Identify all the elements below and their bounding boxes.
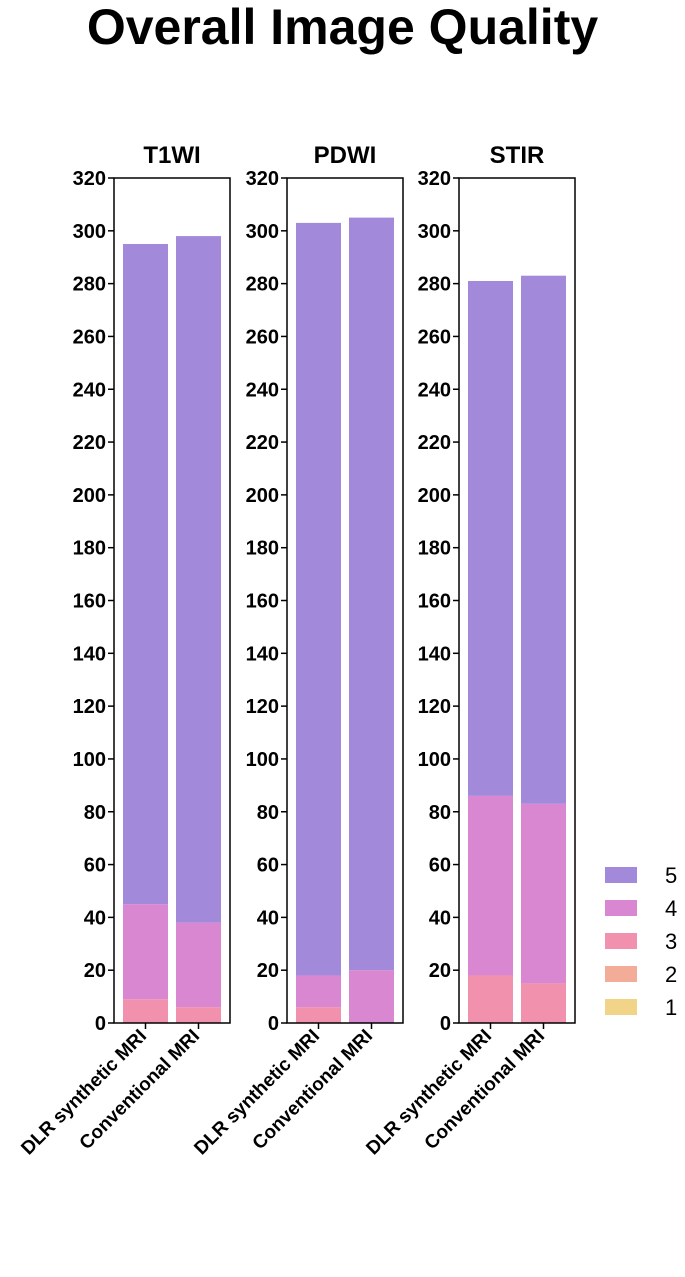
y-tick-label: 140 bbox=[73, 643, 106, 665]
legend-label-score-2: 2 bbox=[665, 962, 677, 987]
panel-frame bbox=[113, 177, 231, 1024]
panel-title-1: PDWI bbox=[314, 142, 377, 169]
y-tick-label: 260 bbox=[418, 326, 451, 348]
y-tick-label: 140 bbox=[246, 643, 279, 665]
y-tick-label: 40 bbox=[84, 907, 106, 929]
panel-title-0: T1WI bbox=[143, 142, 200, 169]
legend-swatch-score-2 bbox=[605, 966, 637, 982]
y-tick-label: 120 bbox=[246, 696, 279, 718]
bar-segment-score-4 bbox=[349, 970, 394, 1023]
bar-segment-score-3 bbox=[176, 1007, 221, 1023]
y-tick-label: 20 bbox=[84, 960, 106, 982]
y-tick-label: 20 bbox=[429, 960, 451, 982]
bar-segment-score-5 bbox=[123, 244, 168, 905]
y-tick-label: 280 bbox=[73, 274, 106, 296]
y-tick-label: 20 bbox=[257, 960, 279, 982]
y-tick-label: 0 bbox=[95, 1013, 106, 1035]
y-tick-label: 120 bbox=[73, 696, 106, 718]
y-tick-label: 140 bbox=[418, 643, 451, 665]
y-tick-label: 280 bbox=[418, 274, 451, 296]
bar-segment-score-5 bbox=[349, 217, 394, 971]
bar-segment-score-3 bbox=[521, 983, 566, 1023]
legend-swatch-score-3 bbox=[605, 933, 637, 949]
y-tick-label: 300 bbox=[418, 221, 451, 243]
y-tick-label: 80 bbox=[257, 802, 279, 824]
y-tick-label: 160 bbox=[246, 591, 279, 613]
y-tick-label: 0 bbox=[440, 1013, 451, 1035]
y-tick-label: 100 bbox=[73, 749, 106, 771]
bar-segment-score-3 bbox=[296, 1007, 341, 1023]
y-tick-label: 220 bbox=[418, 432, 451, 454]
chart-title: Overall Image Quality bbox=[86, 0, 599, 55]
y-tick-label: 260 bbox=[73, 326, 106, 348]
y-tick-label: 200 bbox=[418, 485, 451, 507]
bar-segment-score-4 bbox=[296, 975, 341, 1008]
y-tick-label: 320 bbox=[73, 168, 106, 190]
bar-segment-score-5 bbox=[468, 280, 513, 796]
y-tick-label: 260 bbox=[246, 326, 279, 348]
legend-swatch-score-1 bbox=[605, 999, 637, 1015]
y-tick-label: 40 bbox=[257, 907, 279, 929]
y-tick-label: 60 bbox=[429, 855, 451, 877]
y-tick-label: 200 bbox=[73, 485, 106, 507]
y-tick-label: 240 bbox=[73, 379, 106, 401]
bar-segment-score-3 bbox=[468, 975, 513, 1023]
y-tick-label: 60 bbox=[84, 855, 106, 877]
y-tick-label: 100 bbox=[418, 749, 451, 771]
bar-segment-score-4 bbox=[468, 795, 513, 976]
y-tick-label: 0 bbox=[268, 1013, 279, 1035]
bar-segment-score-5 bbox=[176, 236, 221, 923]
y-tick-label: 240 bbox=[418, 379, 451, 401]
legend-label-score-3: 3 bbox=[665, 929, 677, 954]
legend-swatch-score-4 bbox=[605, 900, 637, 916]
legend-label-score-1: 1 bbox=[665, 995, 677, 1020]
y-tick-label: 300 bbox=[73, 221, 106, 243]
y-tick-label: 180 bbox=[418, 538, 451, 560]
bar-segment-score-4 bbox=[123, 904, 168, 1000]
y-tick-label: 160 bbox=[73, 591, 106, 613]
bar-segment-score-5 bbox=[521, 275, 566, 804]
bar-segment-score-4 bbox=[521, 803, 566, 984]
y-tick-label: 300 bbox=[246, 221, 279, 243]
legend-label-score-5: 5 bbox=[665, 863, 677, 888]
y-tick-label: 100 bbox=[246, 749, 279, 771]
y-tick-label: 180 bbox=[73, 538, 106, 560]
y-tick-label: 40 bbox=[429, 907, 451, 929]
y-tick-label: 160 bbox=[418, 591, 451, 613]
y-tick-label: 120 bbox=[418, 696, 451, 718]
panel-frame bbox=[286, 177, 404, 1024]
legend-label-score-4: 4 bbox=[665, 896, 677, 921]
y-tick-label: 280 bbox=[246, 274, 279, 296]
bar-segment-score-4 bbox=[176, 922, 221, 1008]
y-tick-label: 200 bbox=[246, 485, 279, 507]
y-tick-label: 240 bbox=[246, 379, 279, 401]
legend-swatch-score-5 bbox=[605, 867, 637, 883]
y-tick-label: 320 bbox=[418, 168, 451, 190]
y-tick-label: 80 bbox=[429, 802, 451, 824]
panel-frame bbox=[458, 177, 576, 1024]
y-tick-label: 180 bbox=[246, 538, 279, 560]
y-tick-label: 320 bbox=[246, 168, 279, 190]
y-tick-label: 80 bbox=[84, 802, 106, 824]
panel-title-2: STIR bbox=[490, 142, 545, 169]
y-tick-label: 60 bbox=[257, 855, 279, 877]
y-tick-label: 220 bbox=[246, 432, 279, 454]
bar-segment-score-3 bbox=[123, 999, 168, 1023]
y-tick-label: 220 bbox=[73, 432, 106, 454]
bar-segment-score-5 bbox=[296, 222, 341, 976]
